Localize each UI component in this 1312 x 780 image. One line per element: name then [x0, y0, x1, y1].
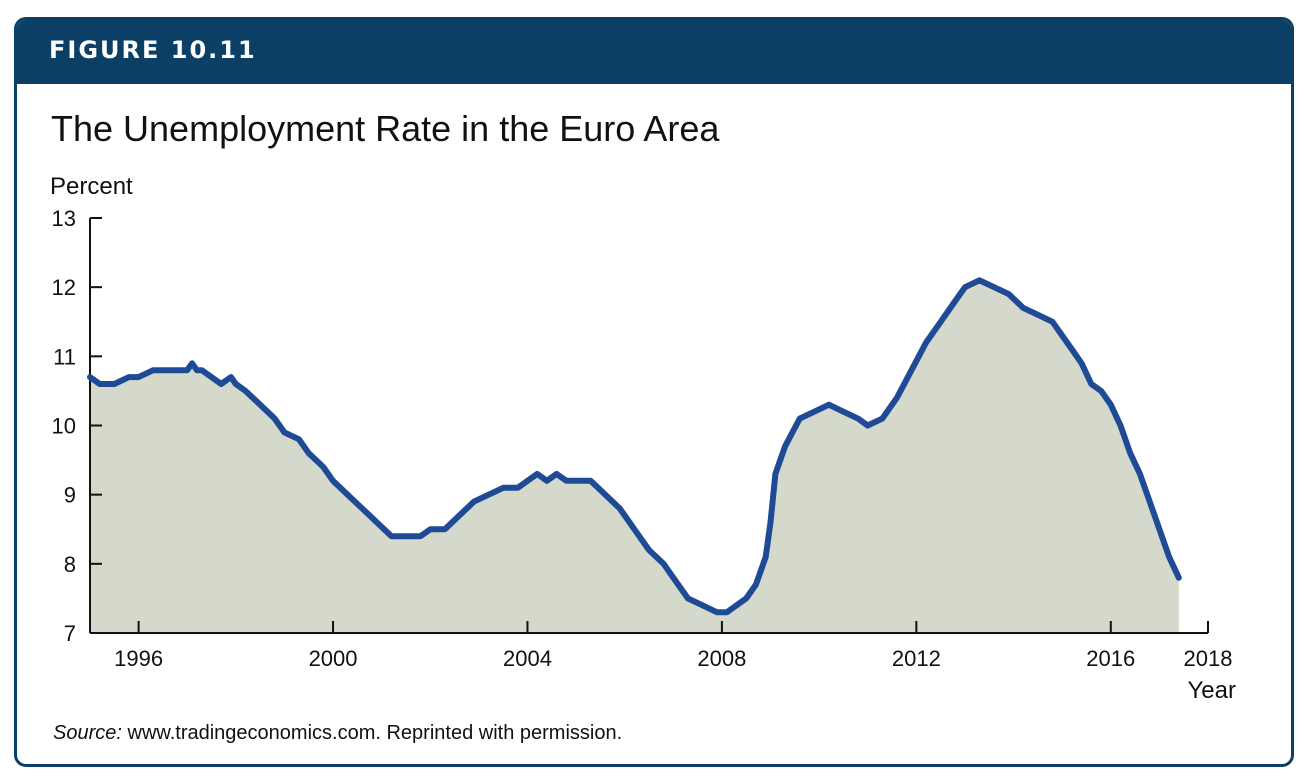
x-tick-label: 1996: [114, 646, 163, 671]
figure-label: FIGURE 10.11: [49, 36, 257, 64]
area-layer: [90, 280, 1179, 633]
y-tick-label: 9: [64, 483, 76, 508]
y-tick-label: 12: [52, 275, 76, 300]
x-axis-title: Year: [1188, 677, 1237, 704]
line-layer: [87, 277, 1182, 616]
x-tick-label: 2000: [309, 646, 358, 671]
series-line: [87, 277, 1182, 616]
source-text: www.tradingeconomics.com. Reprinted with…: [121, 722, 623, 744]
y-tick-label: 8: [64, 552, 76, 577]
figure-banner: FIGURE 10.11: [17, 20, 1291, 84]
y-tick-label: 10: [52, 414, 76, 439]
source-note: Source: www.tradingeconomics.com. Reprin…: [53, 722, 622, 745]
source-prefix: Source:: [53, 722, 122, 744]
x-tick-label: 2008: [697, 646, 746, 671]
chart-title: The Unemployment Rate in the Euro Area: [51, 108, 720, 149]
x-tick-label: 2012: [892, 646, 941, 671]
y-tick-label: 11: [53, 344, 76, 369]
x-tick-label: 2004: [503, 646, 552, 671]
x-tick-label: 2018: [1184, 646, 1233, 671]
y-tick-label: 13: [52, 206, 76, 231]
y-tick-label: 7: [64, 621, 76, 646]
axes-layer: 7 8 9 10 11 12 13 1996 2000 2004 2008 2012 2016 2018: [52, 206, 1233, 671]
y-axis-title: Percent: [50, 173, 133, 200]
series-area-fill: [90, 280, 1179, 633]
x-tick-label: 2016: [1086, 646, 1135, 671]
